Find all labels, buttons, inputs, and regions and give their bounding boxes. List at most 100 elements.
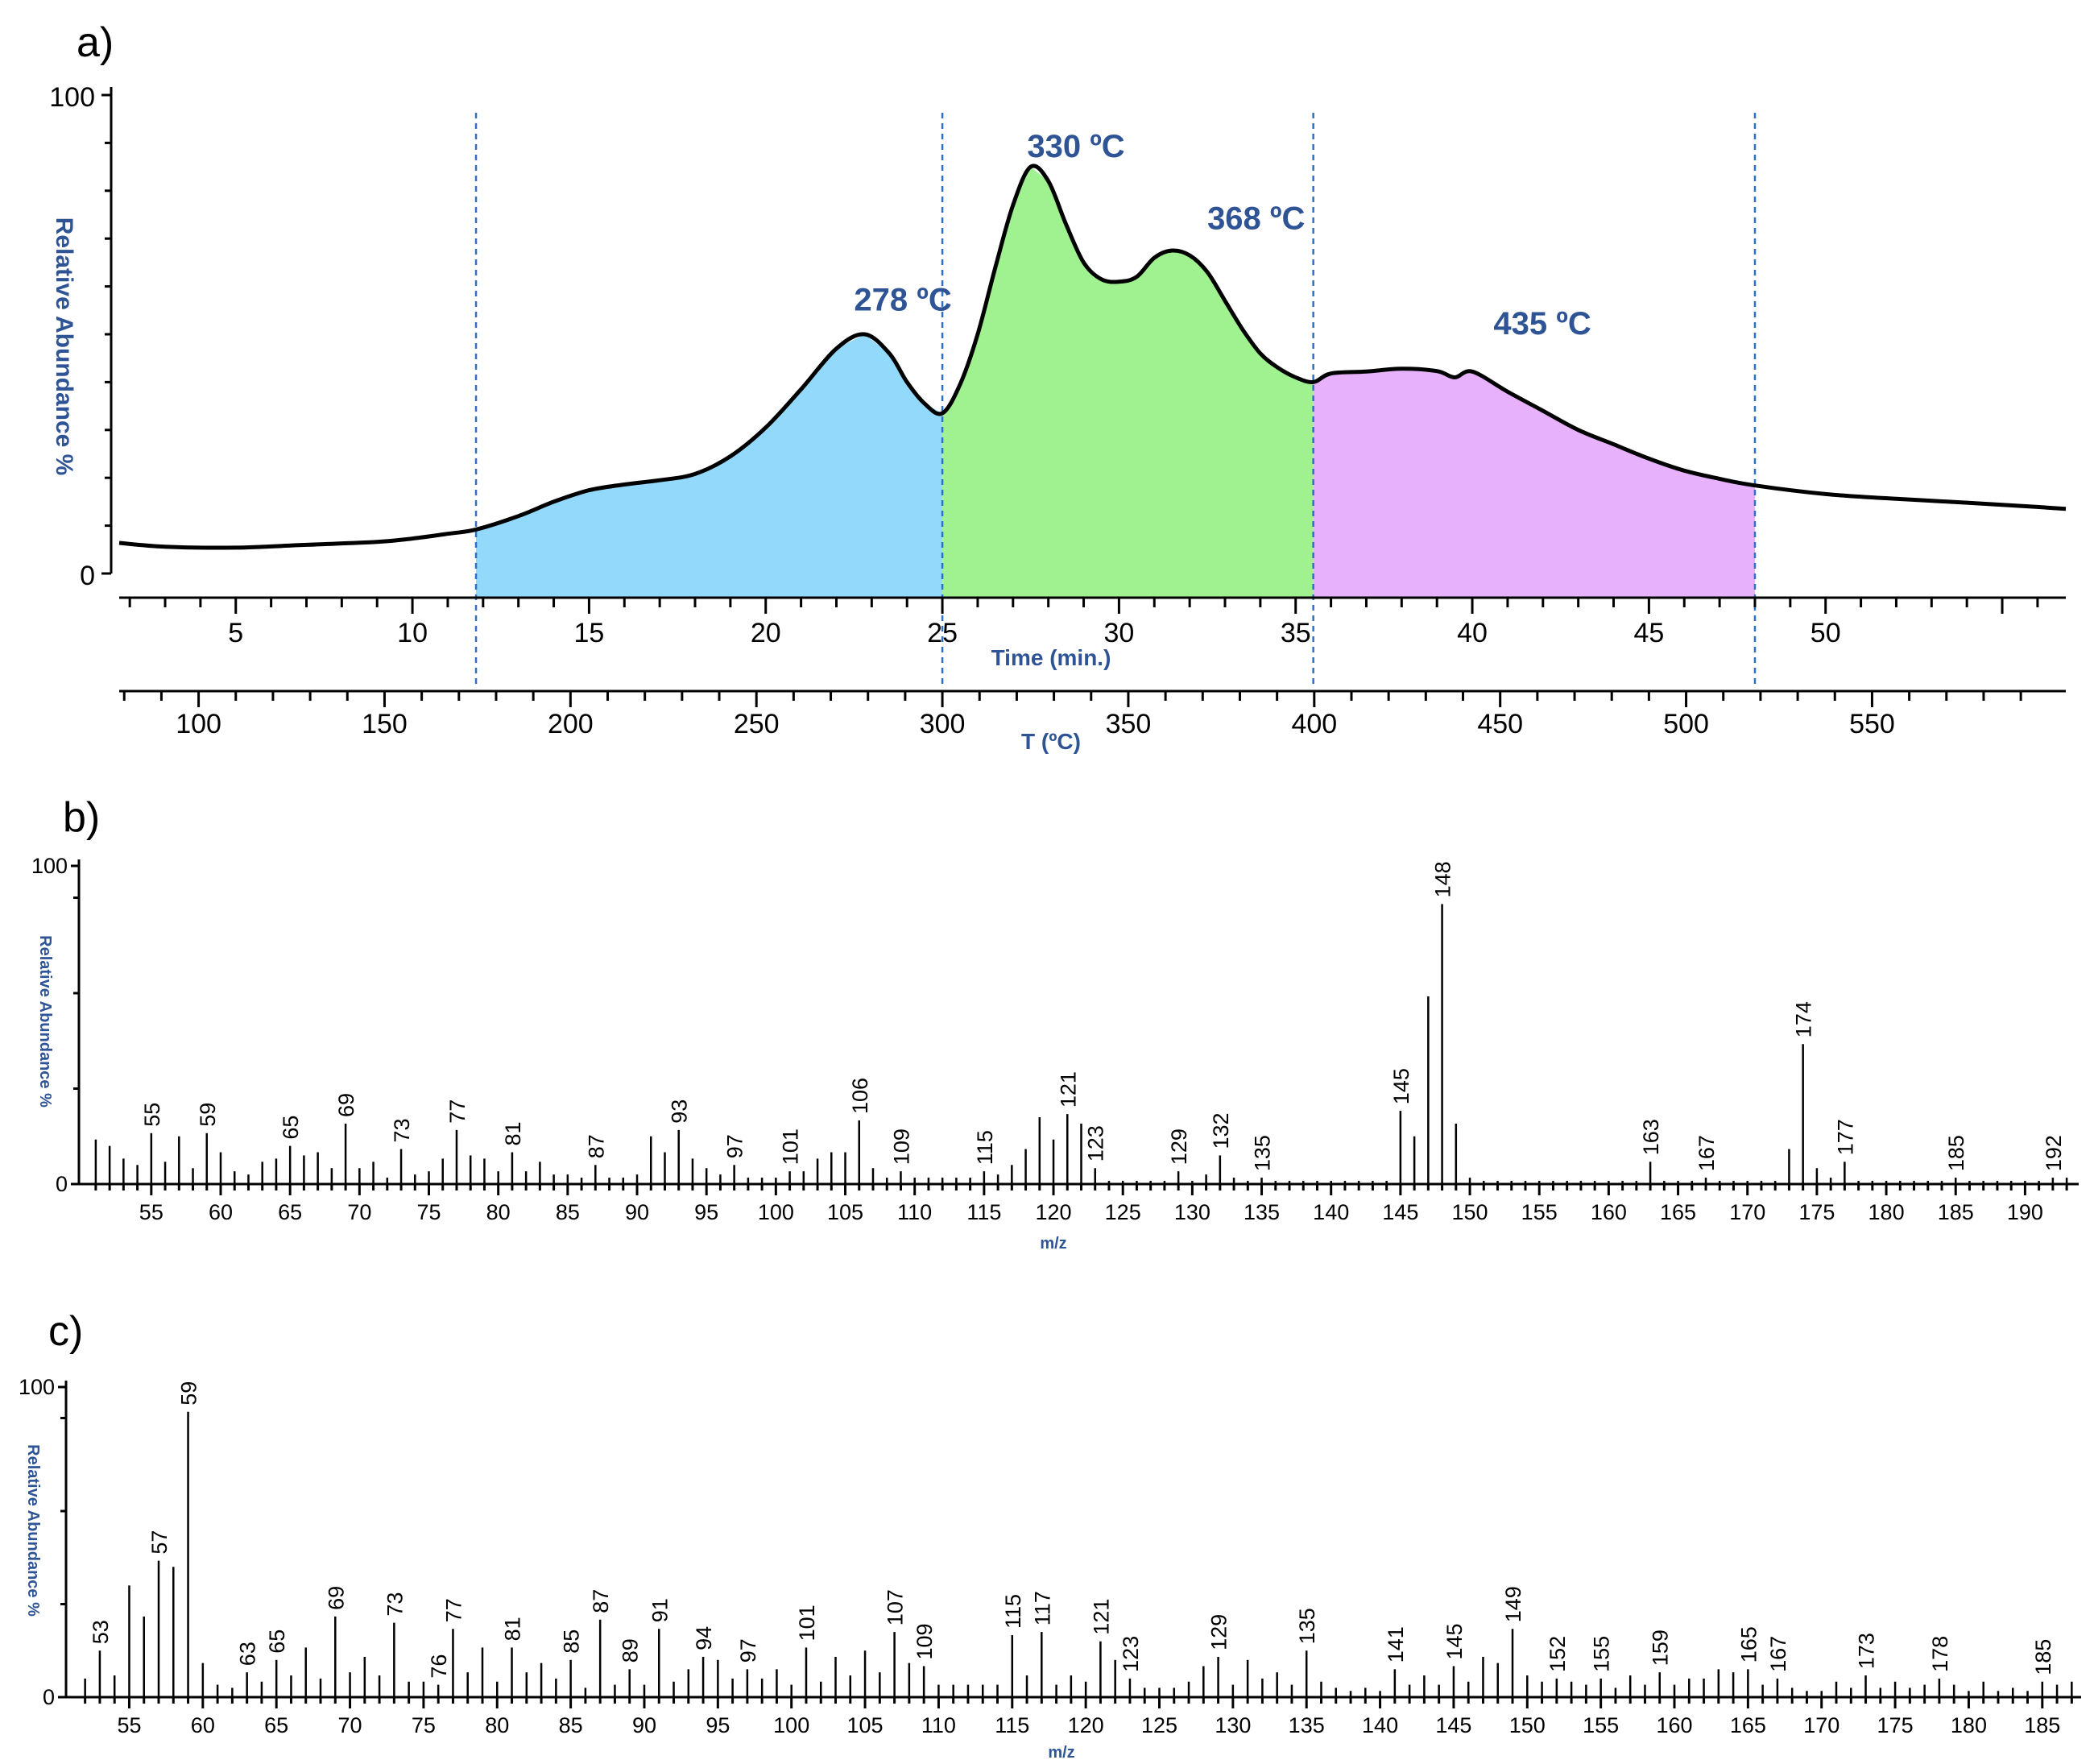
- peak-mz-label: 73: [383, 1592, 407, 1617]
- x-tick-label: 110: [921, 1713, 956, 1737]
- x-tick-label: 185: [2024, 1713, 2060, 1737]
- time-axis-title: Time (min.): [991, 645, 1111, 670]
- peak-mz-label: 177: [1833, 1119, 1857, 1155]
- peak-mz-label: 107: [884, 1589, 908, 1625]
- y-axis-title-a: Relative Abundance %: [51, 217, 77, 476]
- peak-mz-label: 174: [1792, 1001, 1816, 1037]
- x-tick-label: 155: [1521, 1200, 1558, 1224]
- x-tick-label: 75: [412, 1713, 436, 1737]
- temp-tick-label: 150: [362, 709, 408, 739]
- peak-mz-label: 65: [279, 1116, 303, 1140]
- x-tick-label: 80: [486, 1200, 511, 1224]
- region-1: [476, 334, 943, 598]
- x-tick-label: 180: [1951, 1713, 1987, 1737]
- peak-mz-label: 152: [1546, 1636, 1570, 1672]
- x-tick-label: 190: [2007, 1200, 2043, 1224]
- time-tick-label: 10: [397, 618, 428, 648]
- peak-mz-label: 165: [1736, 1626, 1761, 1663]
- x-tick-label: 120: [1036, 1200, 1072, 1224]
- time-tick-label: 45: [1633, 618, 1664, 648]
- peak-mz-label: 123: [1084, 1125, 1108, 1162]
- x-tick-label: 60: [209, 1200, 233, 1224]
- x-tick-label: 70: [347, 1200, 371, 1224]
- chart-a-axes: 0 100 5 10 15 20 25 30 35 40 45 50 100 150 200 250 300 35…: [49, 82, 2066, 739]
- spectrum-c-peaks: [84, 1411, 2073, 1697]
- panel-a-letter: a): [77, 19, 114, 66]
- y-axis-title-b: Relative Abundance %: [36, 935, 54, 1108]
- x-tick-label: 70: [338, 1713, 362, 1737]
- peak-mz-label: 173: [1855, 1633, 1879, 1669]
- peak-label: 368 ºC: [1207, 201, 1305, 236]
- x-tick-label: 80: [485, 1713, 509, 1737]
- peak-mz-label: 73: [390, 1118, 414, 1142]
- time-tick-label: 20: [751, 618, 781, 648]
- x-tick-label: 105: [847, 1713, 884, 1737]
- x-tick-label: 145: [1382, 1200, 1418, 1224]
- spectrum-c-axes: 0 100 55 60 65 70 75 80 85 90 95 100 105 110 115 120 125…: [19, 1375, 2081, 1737]
- x-tick-label: 65: [278, 1200, 302, 1224]
- x-tick-label: 165: [1660, 1200, 1696, 1224]
- x-tick-label: 165: [1730, 1713, 1766, 1737]
- peak-mz-label: 109: [890, 1128, 914, 1165]
- x-tick-label: 100: [758, 1200, 794, 1224]
- x-tick-label: 130: [1215, 1713, 1251, 1737]
- x-tick-label: 90: [632, 1713, 656, 1737]
- peak-mz-label: 121: [1089, 1599, 1113, 1635]
- x-tick-label: 115: [966, 1200, 1001, 1224]
- peak-mz-label: 85: [560, 1629, 584, 1654]
- highlight-regions: [476, 167, 1755, 598]
- x-tick-label: 175: [1877, 1713, 1914, 1737]
- peak-mz-label: 117: [1030, 1591, 1054, 1625]
- peak-mz-label: 69: [324, 1586, 348, 1610]
- peak-label: 330 ºC: [1027, 129, 1124, 164]
- y-tick-label-a: 100: [49, 82, 95, 113]
- temp-tick-label: 200: [548, 709, 594, 739]
- y-tick-label: 100: [19, 1375, 55, 1399]
- chart-a: 0 100 5 10 15 20 25 30 35 40 45 50 100 150 200 250 300 35…: [49, 82, 2067, 754]
- time-tick-label: 30: [1103, 618, 1134, 648]
- peak-mz-label: 101: [795, 1605, 819, 1641]
- peak-mz-label: 167: [1695, 1135, 1719, 1171]
- peak-mz-label: 106: [848, 1078, 872, 1114]
- peak-mz-label: 109: [913, 1623, 937, 1659]
- region-2: [942, 167, 1314, 598]
- x-tick-label: 125: [1105, 1200, 1141, 1224]
- peak-mz-label: 97: [736, 1638, 760, 1663]
- time-tick-label: 50: [1811, 618, 1841, 648]
- peak-mz-label: 101: [779, 1128, 803, 1165]
- peak-mz-label: 185: [2031, 1639, 2055, 1675]
- peak-mz-label: 115: [973, 1130, 997, 1165]
- peak-mz-label: 178: [1928, 1636, 1952, 1672]
- peak-mz-label: 97: [723, 1134, 747, 1158]
- peak-mz-label: 155: [1590, 1636, 1614, 1672]
- peak-mz-label: 91: [648, 1598, 672, 1622]
- x-tick-label: 145: [1435, 1713, 1471, 1737]
- x-tick-label: 125: [1141, 1713, 1177, 1737]
- peak-mz-label: 145: [1442, 1623, 1467, 1659]
- x-tick-label: 105: [827, 1200, 863, 1224]
- peak-mz-label: 63: [236, 1642, 260, 1666]
- peak-mz-label: 59: [196, 1103, 220, 1127]
- temp-tick-label: 450: [1477, 709, 1523, 739]
- peak-temperature-labels: 278 ºC 330 ºC 368 ºC 435 ºC: [854, 129, 1591, 342]
- peak-mz-label: 94: [692, 1626, 716, 1650]
- peak-mz-label: 185: [1944, 1135, 1968, 1171]
- x-tick-label: 170: [1803, 1713, 1839, 1737]
- peak-mz-label: 129: [1207, 1614, 1231, 1650]
- x-tick-label: 95: [694, 1200, 718, 1224]
- x-tick-label: 120: [1068, 1713, 1104, 1737]
- peak-mz-label: 129: [1167, 1128, 1191, 1165]
- x-tick-label: 60: [191, 1713, 215, 1737]
- peak-mz-label: 76: [427, 1654, 451, 1679]
- x-axis-title-c: m/z: [1048, 1744, 1074, 1762]
- x-axis-title-b: m/z: [1040, 1235, 1066, 1253]
- peak-mz-label: 77: [441, 1598, 466, 1622]
- spectrum-b-axes: 0 100 55 60 65 70 75 80 85 90 95 100 105 110 115 120 125…: [31, 854, 2079, 1224]
- peak-mz-label: 132: [1209, 1112, 1233, 1149]
- x-tick-label: 155: [1583, 1713, 1619, 1737]
- x-tick-label: 85: [556, 1200, 580, 1224]
- x-tick-label: 115: [995, 1713, 1029, 1737]
- peak-mz-label: 89: [619, 1638, 643, 1663]
- peak-mz-label: 135: [1295, 1608, 1319, 1644]
